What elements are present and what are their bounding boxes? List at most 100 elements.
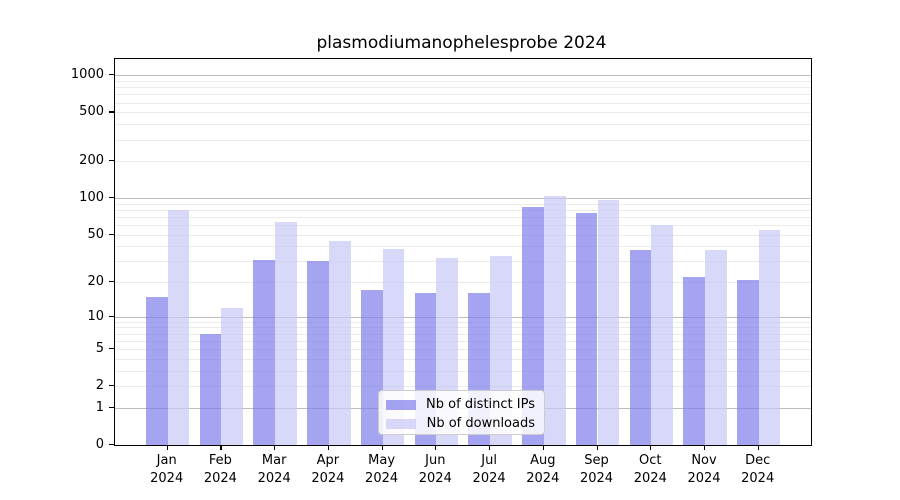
minor-gridline	[114, 81, 811, 82]
bar-downloads	[167, 209, 190, 445]
minor-gridline	[114, 234, 811, 236]
x-tick-label-line: Aug	[530, 453, 556, 468]
x-tick-label: Aug 2024	[508, 452, 578, 488]
legend-swatch-distinct-ips	[386, 399, 416, 410]
minor-gridline	[114, 321, 811, 323]
minor-gridline	[114, 139, 811, 141]
minor-gridline	[114, 87, 811, 89]
x-tick-label-line: Jun	[425, 453, 446, 468]
y-tick-mark	[108, 197, 114, 199]
y-tick-mark	[108, 281, 114, 283]
x-tick-label: Sep 2024	[562, 452, 632, 488]
x-tick-label-line: May	[368, 453, 396, 468]
bar-downloads	[543, 196, 566, 445]
minor-gridline	[114, 370, 811, 372]
x-tick-label: Nov 2024	[669, 452, 739, 488]
major-gridline	[114, 75, 811, 77]
legend-swatch-downloads	[386, 418, 416, 429]
legend-label: Nb of distinct IPs	[426, 397, 535, 412]
bar-downloads	[221, 307, 244, 445]
x-tick-mark	[704, 445, 706, 450]
y-tick-mark	[108, 406, 114, 409]
x-tick-label-line: Dec	[745, 453, 771, 468]
bar-distinct-ips	[199, 333, 222, 445]
bar-distinct-ips	[307, 261, 329, 445]
plot-area	[113, 58, 812, 446]
bar-distinct-ips	[683, 277, 705, 445]
minor-gridline	[114, 246, 811, 248]
x-tick-label: Jan 2024	[132, 452, 202, 488]
legend-row: Nb of downloads	[386, 417, 535, 430]
y-tick-label: 10	[87, 308, 104, 324]
x-tick-label-line: 2024	[526, 471, 560, 486]
x-tick-label: Jun 2024	[400, 452, 470, 488]
minor-gridline	[114, 340, 811, 342]
minor-gridline	[114, 124, 811, 126]
y-tick-label: 1	[95, 399, 104, 415]
x-tick-mark	[381, 445, 383, 450]
x-tick-label-line: 2024	[579, 471, 614, 486]
bar-downloads	[758, 229, 781, 445]
legend-row: Nb of distinct IPs	[386, 398, 535, 411]
x-tick-label-line: 2024	[472, 471, 506, 486]
y-tick-label: 0	[95, 437, 104, 452]
bar-distinct-ips	[145, 296, 168, 445]
minor-gridline	[114, 94, 811, 96]
bar-distinct-ips	[253, 259, 276, 445]
y-tick-label: 20	[87, 274, 104, 290]
x-tick-label-line: 2024	[311, 471, 345, 486]
x-tick-mark	[650, 445, 652, 450]
minor-gridline	[114, 261, 811, 263]
x-tick-label-line: Sep	[584, 453, 609, 468]
x-tick-mark	[757, 445, 759, 450]
y-tick-label: 2	[95, 378, 104, 394]
y-tick-mark	[108, 385, 114, 387]
bar-distinct-ips	[629, 250, 652, 445]
x-tick-label-line: 2024	[150, 471, 184, 486]
x-tick-mark	[489, 445, 491, 450]
x-tick-mark	[220, 445, 222, 450]
x-tick-label-line: Nov	[691, 453, 717, 468]
x-tick-label-line: 2024	[257, 471, 291, 486]
x-tick-label-line: 2024	[633, 471, 667, 486]
x-tick-label: Dec 2024	[723, 452, 793, 488]
minor-gridline	[114, 203, 811, 205]
legend: Nb of distinct IPs Nb of downloads	[378, 390, 545, 435]
x-tick-label: Mar 2024	[239, 452, 309, 488]
x-tick-label-line: 2024	[741, 471, 775, 486]
y-tick-label: 100	[79, 190, 104, 206]
x-tick-label-line: Mar	[261, 453, 287, 468]
y-tick-mark	[108, 111, 114, 113]
major-gridline	[114, 198, 811, 200]
x-tick-label: May 2024	[347, 452, 417, 488]
x-tick-mark	[274, 445, 276, 450]
x-tick-mark	[542, 445, 544, 450]
x-tick-label: Jul 2024	[454, 452, 524, 488]
x-tick-label-line: 2024	[418, 471, 452, 486]
x-tick-label-line: Apr	[316, 453, 340, 468]
y-tick-label: 500	[79, 104, 104, 120]
legend-label: Nb of downloads	[426, 416, 535, 431]
y-tick-mark	[108, 160, 114, 162]
y-tick-label: 200	[79, 153, 104, 169]
minor-gridline	[114, 358, 811, 360]
y-tick-mark	[108, 74, 114, 76]
bar-downloads	[597, 199, 620, 445]
minor-gridline	[114, 282, 811, 284]
minor-gridline	[114, 102, 811, 104]
bar-downloads	[275, 221, 297, 445]
bar-downloads	[328, 241, 351, 445]
chart-title: plasmodiumanophelesprobe 2024	[316, 33, 607, 53]
bar-distinct-ips	[522, 207, 544, 445]
x-tick-mark	[166, 445, 168, 450]
x-tick-label: Oct 2024	[615, 452, 685, 488]
bar-distinct-ips	[575, 213, 598, 445]
minor-gridline	[114, 225, 811, 226]
y-tick-mark	[108, 233, 114, 235]
y-tick-label: 50	[87, 226, 104, 242]
bar-distinct-ips	[360, 290, 383, 445]
x-tick-label-line: 2024	[687, 471, 721, 486]
x-tick-label-line: 2024	[365, 471, 399, 486]
y-tick-mark	[108, 444, 114, 446]
x-tick-label-line: Oct	[639, 453, 662, 468]
